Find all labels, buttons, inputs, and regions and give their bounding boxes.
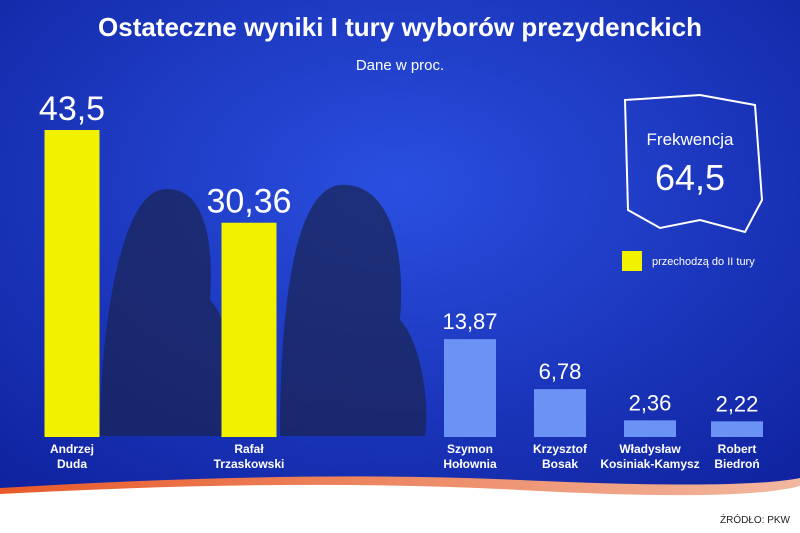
category-label: Robert Biedroń [714, 442, 760, 471]
turnout-value: 64,5 [655, 157, 725, 198]
bar [711, 421, 763, 437]
category-label: Andrzej Duda [49, 442, 95, 471]
value-label: 2,22 [716, 391, 759, 416]
value-label: 6,78 [539, 359, 582, 384]
photo-placeholder [280, 184, 427, 436]
value-label: 13,87 [442, 309, 497, 334]
legend-label: przechodzą do II tury [652, 256, 755, 268]
value-label: 30,36 [206, 183, 291, 221]
category-label: Szymon Hołownia [443, 442, 497, 471]
chart-title: Ostateczne wyniki I tury wyborów prezyde… [98, 12, 702, 42]
turnout-label: Frekwencja [647, 130, 734, 149]
bar [44, 130, 100, 437]
bar [624, 420, 676, 437]
source: ŹRÓDŁO: PKW [720, 513, 791, 526]
bar [534, 389, 586, 437]
value-label: 43,5 [39, 90, 105, 128]
category-label: Władysław Kosiniak-Kamysz [600, 442, 700, 471]
map-outline [623, 93, 764, 234]
category-label: Rafał Trzaskowski [213, 442, 285, 471]
bar [444, 339, 496, 437]
value-label: 2,36 [629, 390, 672, 415]
bar [221, 222, 277, 437]
wave-white [0, 484, 800, 533]
legend-swatch [622, 251, 642, 271]
chart-subtitle: Dane w proc. [356, 57, 444, 74]
category-label: Krzysztof Bosak [532, 442, 588, 471]
photo-placeholder [100, 189, 234, 436]
